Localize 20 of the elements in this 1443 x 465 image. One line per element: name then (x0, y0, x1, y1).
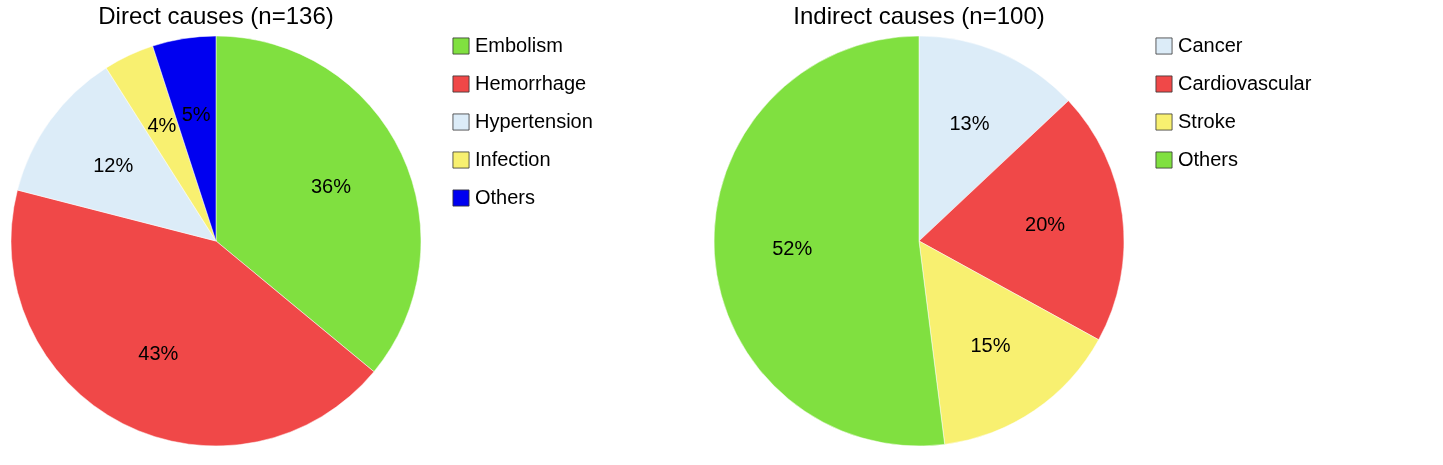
legend-label: Others (475, 186, 536, 208)
chart-title: Indirect causes (n=100) (793, 2, 1045, 29)
data-label: 43% (138, 342, 179, 365)
data-label: 5% (181, 103, 211, 126)
chart-title: Direct causes (n=136) (98, 2, 334, 29)
data-label: 15% (970, 334, 1011, 357)
legend-label: Hypertension (475, 110, 593, 132)
legend-label: Cardiovascular (1178, 72, 1312, 94)
legend-label: Infection (475, 148, 551, 170)
legend-label: Hemorrhage (475, 72, 587, 94)
data-label: 12% (93, 154, 134, 177)
legend-label: Cancer (1178, 34, 1243, 56)
data-label: 13% (949, 112, 990, 135)
legend-label: Stroke (1178, 110, 1236, 132)
data-label: 52% (772, 236, 813, 259)
data-label: 4% (147, 114, 177, 136)
legend-label: Embolism (475, 34, 563, 56)
legend-label: Others (1178, 148, 1239, 170)
data-label: 36% (310, 174, 352, 197)
data-label: 20% (1025, 213, 1066, 236)
